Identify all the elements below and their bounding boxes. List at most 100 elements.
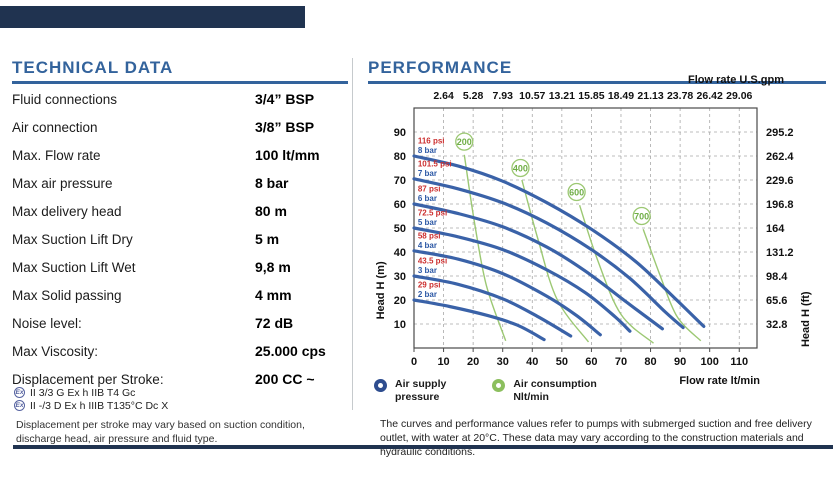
left-axis-tick-label: 10: [394, 319, 406, 331]
top-axis-tick-label: 29.06: [726, 90, 752, 102]
spec-label: Max air pressure: [12, 176, 113, 191]
top-axis-tick-label: 18.49: [608, 90, 634, 102]
bottom-axis-tick-label: 80: [644, 356, 656, 368]
left-axis-tick-label: 80: [394, 151, 406, 163]
right-axis-tick-label: 196.8: [766, 199, 794, 211]
bottom-axis-tick-label: 100: [701, 356, 719, 368]
spec-value: 3/4” BSP: [255, 91, 315, 107]
spec-row-1: Air connection 3/8” BSP: [12, 114, 348, 142]
bar-label: 3 bar: [418, 266, 437, 275]
atex-line-0: Ex II 3/3 G Ex h IIB T4 Gc: [14, 386, 168, 399]
bottom-axis-tick-label: 10: [437, 356, 449, 368]
pressure-curve-2-bar: [412, 298, 546, 342]
spec-label: Max. Flow rate: [12, 148, 101, 163]
top-banner: [0, 6, 305, 28]
psi-label: 72.5 psi: [418, 209, 447, 218]
pressure-curve-7-bar: [412, 177, 685, 330]
bottom-axis-tick-label: 60: [585, 356, 597, 368]
top-axis-tick-label: 15.85: [578, 90, 604, 102]
technical-heading-rule: [12, 81, 348, 84]
bar-label: 2 bar: [418, 290, 437, 299]
left-axis-tick-label: 30: [394, 271, 406, 283]
spec-value: 9,8 m: [255, 259, 291, 275]
spec-row-5: Max Suction Lift Dry 5 m: [12, 226, 348, 254]
top-axis-title: Flow rate U.S.gpm: [688, 74, 784, 86]
spec-row-2: Max. Flow rate 100 lt/mm: [12, 142, 348, 170]
right-axis-tick-label: 229.6: [766, 175, 794, 187]
spec-value: 80 m: [255, 203, 287, 219]
spec-value: 100 lt/mm: [255, 147, 320, 163]
psi-label: 58 psi: [418, 231, 441, 240]
right-axis-tick-label: 131.2: [766, 247, 794, 259]
consumption-bubble-label: 200: [457, 137, 472, 147]
consumption-curve-700: [642, 228, 702, 342]
bottom-axis-tick-label: 90: [674, 356, 686, 368]
left-axis-tick-label: 60: [394, 199, 406, 211]
spec-row-0: Fluid connections 3/4” BSP: [12, 86, 348, 114]
psi-label: 101.5 psi: [418, 159, 452, 168]
bottom-rule: [13, 445, 833, 449]
consumption-bubble-600: [567, 182, 586, 202]
left-axis-tick-label: 70: [394, 175, 406, 187]
atex-text: II -/3 D Ex h IIIB T135°C Dc X: [30, 399, 169, 412]
legend-label: Air supply pressure: [395, 378, 447, 403]
right-axis-tick-label: 98.4: [766, 271, 788, 283]
performance-heading: PERFORMANCE: [368, 58, 513, 77]
chart-legend: Air supply pressure Air consumption Nlt/min: [374, 378, 597, 404]
psi-label: 29 psi: [418, 281, 441, 290]
atex-line-1: Ex II -/3 D Ex h IIIB T135°C Dc X: [14, 399, 168, 412]
atex-ex-icon: Ex: [14, 400, 25, 411]
consumption-bubble-label: 400: [513, 164, 528, 174]
bar-label: 4 bar: [418, 241, 437, 250]
spec-row-7: Max Solid passing 4 mm: [12, 282, 348, 310]
bottom-axis-tick-label: 40: [526, 356, 538, 368]
spec-label: Noise level:: [12, 316, 82, 331]
spec-label: Fluid connections: [12, 92, 118, 107]
left-axis-tick-label: 90: [394, 127, 406, 139]
top-axis-tick-label: 23.78: [667, 90, 693, 102]
spec-label: Max Viscosity:: [12, 344, 99, 359]
consumption-bubble-200: [455, 132, 474, 151]
top-axis-tick-label: 10.57: [519, 90, 545, 102]
spec-row-8: Noise level: 72 dB: [12, 310, 348, 338]
pressure-curve-8-bar: [412, 154, 706, 328]
spec-label: Displacement per Stroke:: [12, 372, 164, 387]
spec-row-9: Max Viscosity: 25.000 cps: [12, 338, 348, 366]
left-axis-tick-label: 40: [394, 247, 406, 259]
bottom-axis-tick-label: 50: [556, 356, 568, 368]
top-axis-tick-label: 21.13: [637, 90, 663, 102]
top-axis-tick-label: 2.64: [433, 90, 454, 102]
spec-value: 8 bar: [255, 175, 289, 191]
spec-row-4: Max delivery head 80 m: [12, 198, 348, 226]
spec-row-3: Max air pressure 8 bar: [12, 170, 348, 198]
psi-label: 43.5 psi: [418, 257, 447, 266]
right-axis-tick-label: 32.8: [766, 319, 787, 331]
performance-chart: 2.64 5.28 7.93 10.57 13.21 15.85 18.49 21.13 23.…: [375, 74, 812, 387]
technical-data-table: Fluid connections 3/4” BSP Air connection 3…: [12, 86, 348, 394]
top-axis-tick-label: 13.21: [549, 90, 575, 102]
pressure-curve-3-bar: [412, 274, 573, 338]
consumption-bubble-label: 700: [634, 212, 649, 222]
legend-item-0: Air supply pressure: [374, 378, 446, 404]
spec-label: Max Suction Lift Dry: [12, 232, 133, 247]
bar-label: 6 bar: [418, 194, 437, 203]
spec-label: Air connection: [12, 120, 98, 135]
atex-ex-icon: Ex: [14, 387, 25, 398]
pressure-curve-4-bar: [412, 249, 602, 337]
spec-row-6: Max Suction Lift Wet 9,8 m: [12, 254, 348, 282]
top-axis-tick-label: 26.42: [697, 90, 723, 102]
right-axis-title: Head H (ft): [800, 291, 812, 347]
bar-label: 5 bar: [418, 218, 437, 227]
left-axis-title: Head H (m): [375, 261, 387, 319]
psi-label: 87 psi: [418, 185, 441, 194]
spec-label: Max Solid passing: [12, 288, 122, 303]
left-axis-tick-label: 20: [394, 295, 406, 307]
bottom-axis-tick-label: 0: [411, 356, 417, 368]
right-axis-tick-label: 164: [766, 223, 785, 235]
consumption-bubble-label: 600: [569, 188, 584, 198]
legend-label: Air consumption Nlt/min: [513, 378, 597, 403]
atex-text: II 3/3 G Ex h IIB T4 Gc: [30, 386, 136, 399]
bar-label: 8 bar: [418, 146, 437, 155]
performance-footnote: The curves and performance values refer …: [380, 418, 812, 458]
bottom-axis-tick-label: 30: [497, 356, 509, 368]
